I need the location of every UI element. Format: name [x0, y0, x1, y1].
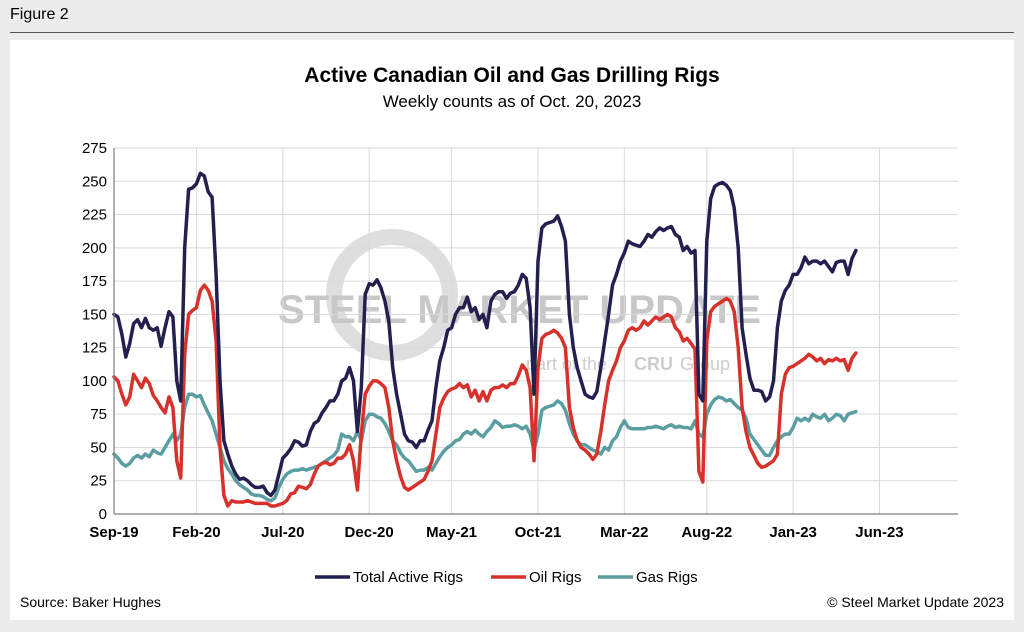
y-tick-label: 75 — [90, 406, 107, 423]
legend-label-oil-rigs: Oil Rigs — [529, 569, 582, 586]
y-tick-label: 275 — [82, 140, 107, 157]
chart-title: Active Canadian Oil and Gas Drilling Rig… — [304, 64, 719, 87]
series-lines — [112, 171, 858, 508]
x-tick-label: Dec-20 — [345, 524, 394, 541]
x-tick-label: Mar-22 — [600, 524, 648, 541]
y-tick-label: 175 — [82, 273, 107, 290]
x-tick-label: May-21 — [426, 524, 477, 541]
y-tick-label: 125 — [82, 340, 107, 357]
series-line-oil-rigs — [112, 283, 858, 508]
x-tick-label: Feb-20 — [172, 524, 220, 541]
x-axis-ticks: Sep-19 Feb-20 Jul-20 Dec-20 May-21 Oct-21 Mar-… — [89, 524, 903, 541]
y-tick-label: 225 — [82, 207, 107, 224]
watermark: STEEL MARKET UPDATE part of the CRU Grou… — [278, 229, 761, 374]
x-tick-label: Jul-20 — [261, 524, 304, 541]
x-tick-label: Oct-21 — [515, 524, 562, 541]
y-tick-label: 100 — [82, 373, 107, 390]
watermark-cru-logo: CRU — [634, 354, 673, 374]
x-tick-label: Sep-19 — [89, 524, 138, 541]
series-line-total-active-rigs — [112, 171, 858, 498]
y-tick-label: 0 — [99, 506, 107, 523]
x-tick-label: Jun-23 — [855, 524, 903, 541]
watermark-brand: STEEL MARKET UPDATE — [278, 288, 761, 332]
y-tick-label: 250 — [82, 173, 107, 190]
chart-subtitle: Weekly counts as of Oct. 20, 2023 — [383, 92, 642, 111]
y-tick-label: 25 — [90, 473, 107, 490]
legend: Total Active Rigs Oil Rigs Gas Rigs — [315, 569, 698, 586]
chart-panel: STEEL MARKET UPDATE part of the CRU Grou… — [10, 40, 1014, 620]
y-tick-label: 200 — [82, 240, 107, 257]
axes — [113, 148, 958, 515]
y-tick-label: 150 — [82, 306, 107, 323]
x-tick-label: Jan-23 — [769, 524, 817, 541]
source-note: Source: Baker Hughes — [20, 594, 161, 610]
line-chart: STEEL MARKET UPDATE part of the CRU Grou… — [20, 64, 1004, 610]
x-tick-label: Aug-22 — [681, 524, 732, 541]
top-divider — [10, 32, 1014, 33]
legend-label-total-active-rigs: Total Active Rigs — [353, 569, 463, 586]
y-axis-ticks: 0 25 50 75 100 125 150 175 200 225 250 275 — [82, 140, 107, 523]
y-tick-label: 50 — [90, 439, 107, 456]
legend-label-gas-rigs: Gas Rigs — [636, 569, 698, 586]
figure-label: Figure 2 — [10, 6, 69, 23]
copyright-note: © Steel Market Update 2023 — [827, 594, 1004, 610]
series-line-gas-rigs — [112, 392, 858, 503]
